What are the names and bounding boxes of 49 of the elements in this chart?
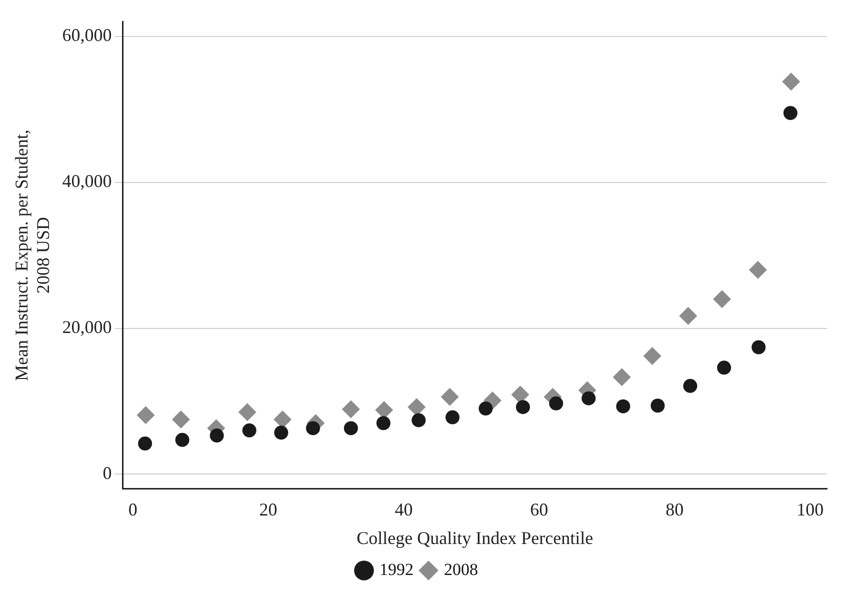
x-tick-label: 40 — [394, 499, 413, 520]
x-tick-label: 0 — [128, 499, 138, 520]
point — [511, 386, 530, 404]
y-tick-label: 0 — [102, 462, 112, 483]
y-axis-title: Mean Instruct. Expen. per Student, 2008 USD — [12, 130, 54, 382]
point — [274, 410, 292, 428]
point — [516, 400, 530, 414]
point — [549, 396, 564, 410]
point — [136, 406, 155, 424]
point — [616, 399, 630, 414]
point — [138, 436, 152, 451]
point — [612, 368, 631, 386]
point — [342, 400, 360, 418]
y-tick-label: 60,000 — [62, 25, 112, 46]
point — [782, 72, 800, 91]
point — [408, 398, 426, 416]
x-tick-label: 100 — [796, 499, 824, 520]
point — [717, 360, 732, 375]
point — [440, 388, 459, 406]
point — [344, 421, 358, 436]
point — [713, 290, 732, 308]
point — [748, 260, 767, 279]
point — [242, 423, 256, 438]
x-tick-label: 80 — [666, 499, 684, 520]
point — [582, 391, 596, 406]
point — [643, 346, 662, 365]
point — [412, 413, 426, 428]
x-tick-label: 20 — [259, 499, 278, 520]
legend-label: 2008 — [444, 560, 478, 579]
point — [446, 410, 460, 424]
y-tick-label: 40,000 — [62, 171, 112, 192]
y-tick-label: 20,000 — [62, 317, 112, 338]
point — [683, 378, 698, 393]
point — [238, 403, 256, 422]
point — [210, 428, 224, 443]
point — [783, 106, 798, 120]
point — [306, 421, 320, 436]
point — [274, 426, 288, 440]
point — [175, 432, 190, 447]
point — [752, 340, 766, 354]
point — [376, 416, 390, 430]
x-tick-label: 60 — [530, 499, 548, 520]
point — [478, 402, 493, 416]
x-axis-title: College Quality Index Percentile — [356, 528, 594, 548]
point — [172, 410, 190, 428]
legend-label: 1992 — [380, 560, 414, 579]
point — [650, 398, 665, 413]
point — [679, 306, 698, 325]
point — [375, 400, 394, 419]
